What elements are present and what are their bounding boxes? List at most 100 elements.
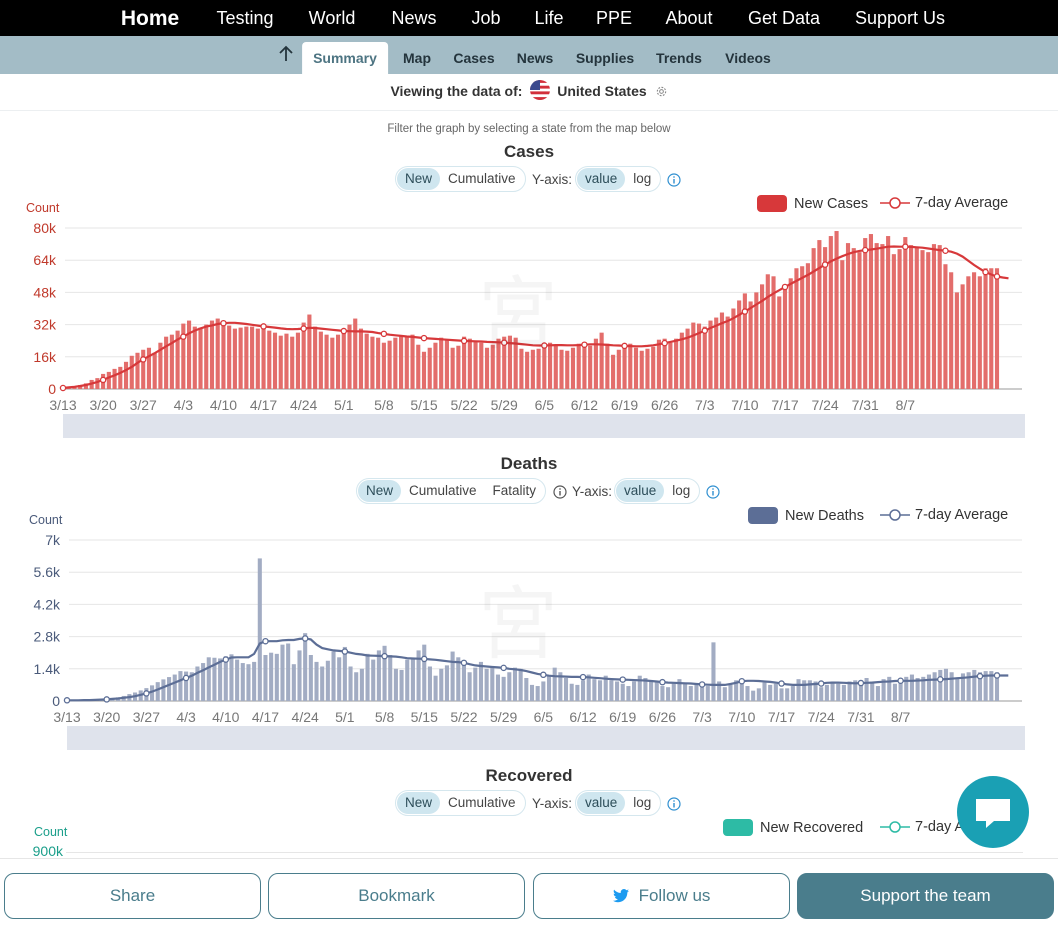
bar <box>731 309 735 390</box>
bar <box>474 341 478 389</box>
bar <box>933 672 937 701</box>
deaths-new-option[interactable]: New <box>358 480 401 502</box>
bar <box>451 652 455 701</box>
bar <box>216 319 220 389</box>
bar <box>640 351 644 389</box>
bar <box>456 657 460 701</box>
bar <box>915 247 919 389</box>
recovered-new-option[interactable]: New <box>397 792 440 814</box>
follow-us-label: Follow us <box>639 886 711 906</box>
bar <box>313 327 317 389</box>
bar <box>428 348 432 389</box>
deaths-legend-bar-label: New Deaths <box>785 508 864 524</box>
bar <box>405 660 409 701</box>
follow-us-button[interactable]: Follow us <box>533 873 790 919</box>
bar <box>672 683 676 701</box>
bar <box>791 686 795 701</box>
recovered-ytick: 900k <box>23 843 63 859</box>
share-button[interactable]: Share <box>4 873 261 919</box>
bar <box>660 686 664 701</box>
average-marker <box>739 679 744 684</box>
deaths-legend-average[interactable]: 7-day Average <box>880 507 1008 523</box>
bookmark-button[interactable]: Bookmark <box>268 873 525 919</box>
gridline <box>66 852 1023 853</box>
bar <box>286 644 290 702</box>
bar <box>680 333 684 389</box>
bar <box>886 236 890 389</box>
bar <box>836 684 840 701</box>
bar <box>331 652 335 701</box>
deaths-range-slider[interactable] <box>67 726 1025 750</box>
xtick-label: 7/31 <box>847 709 874 725</box>
bar <box>399 337 403 389</box>
xtick-label: 6/5 <box>534 709 554 725</box>
bar <box>347 325 351 389</box>
recovered-legend-bars[interactable]: New Recovered <box>723 819 863 836</box>
xtick-label: 3/13 <box>53 709 80 725</box>
xtick-label: 4/24 <box>292 709 319 725</box>
chat-button[interactable] <box>957 776 1029 848</box>
bar <box>267 331 271 389</box>
xtick-label: 7/31 <box>852 397 879 413</box>
xtick-label: 7/3 <box>692 709 712 725</box>
bar <box>167 677 171 701</box>
bar <box>292 664 296 701</box>
bar <box>290 337 294 389</box>
recovered-value-option[interactable]: value <box>577 792 625 814</box>
bar <box>774 684 778 701</box>
info-icon[interactable] <box>667 797 681 811</box>
bar <box>330 338 334 389</box>
xtick-label: 4/17 <box>250 397 277 413</box>
bar <box>800 266 804 389</box>
bar <box>193 327 197 389</box>
bar <box>571 348 575 389</box>
ytick-label: 0 <box>48 381 56 397</box>
bar <box>377 650 381 701</box>
bar <box>949 272 953 389</box>
deaths-log-option[interactable]: log <box>664 480 698 502</box>
average-marker <box>994 274 999 279</box>
support-team-button[interactable]: Support the team <box>797 873 1054 919</box>
bar <box>857 252 861 389</box>
bar <box>388 341 392 389</box>
xtick-label: 5/22 <box>450 397 477 413</box>
deaths-yaxis-label: Y-axis: <box>572 484 612 499</box>
bar <box>153 353 157 389</box>
xtick-label: 3/27 <box>133 709 160 725</box>
average-marker <box>342 649 347 654</box>
recovered-log-option[interactable]: log <box>625 792 659 814</box>
average-marker <box>382 654 387 659</box>
average-marker <box>662 341 667 346</box>
bar <box>609 680 613 701</box>
recovered-legend-bar-label: New Recovered <box>760 820 863 836</box>
bar <box>366 654 370 701</box>
bar <box>565 351 569 389</box>
bar <box>273 333 277 389</box>
deaths-fatality-option[interactable]: Fatality <box>485 480 545 502</box>
average-marker <box>104 697 109 702</box>
info-icon[interactable] <box>706 485 720 499</box>
bar <box>326 661 330 701</box>
bar <box>927 675 931 701</box>
bar <box>258 558 262 701</box>
bar <box>674 339 678 389</box>
legend-swatch <box>748 507 778 524</box>
deaths-value-option[interactable]: value <box>616 480 664 502</box>
legend-line-icon <box>880 508 910 522</box>
deaths-legend-bars[interactable]: New Deaths <box>748 507 864 524</box>
bar <box>547 676 551 701</box>
bar <box>796 679 800 701</box>
info-icon[interactable] <box>553 485 567 499</box>
recovered-cumulative-option[interactable]: Cumulative <box>440 792 524 814</box>
xtick-label: 5/29 <box>491 397 518 413</box>
bar <box>280 645 284 701</box>
bar <box>181 324 185 389</box>
bar <box>863 238 867 389</box>
deaths-cumulative-option[interactable]: Cumulative <box>401 480 485 502</box>
bar <box>870 681 874 701</box>
xtick-label: 4/17 <box>252 709 279 725</box>
average-marker <box>301 326 306 331</box>
bar <box>950 672 954 701</box>
cases-range-slider[interactable] <box>63 414 1025 438</box>
bar <box>910 675 914 701</box>
